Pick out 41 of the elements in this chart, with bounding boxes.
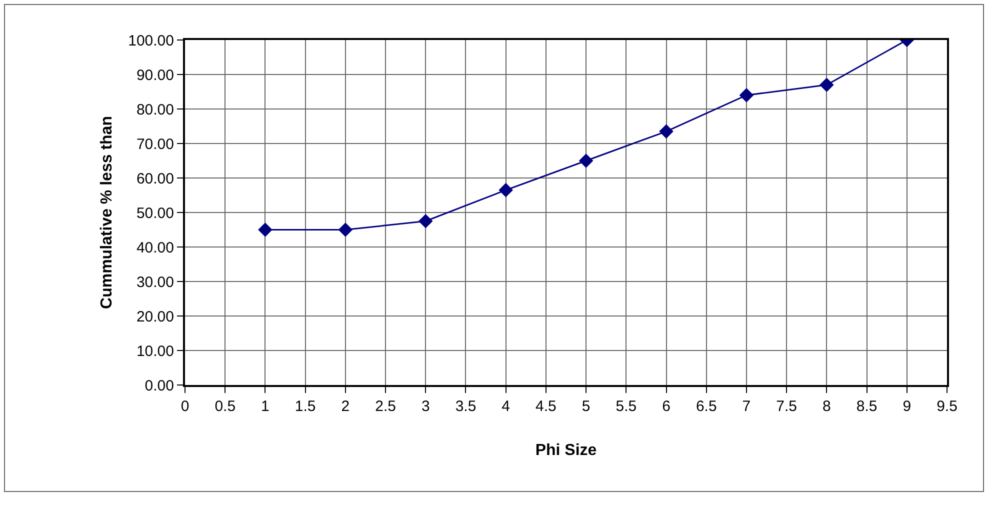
y-tick-label: 70.00 — [136, 136, 174, 153]
x-tick-label: 9.5 — [936, 398, 958, 415]
x-tick-label: 7 — [742, 398, 751, 415]
y-tick-label: 0.00 — [144, 377, 174, 394]
x-tick-label: 0.5 — [214, 398, 236, 415]
point — [338, 222, 353, 237]
x-tick-label: 6 — [662, 398, 670, 415]
y-tick-label: 80.00 — [136, 101, 174, 118]
y-tick-label: 30.00 — [136, 274, 174, 291]
x-tick-label: 0 — [180, 398, 190, 415]
point — [659, 124, 674, 139]
point — [820, 78, 834, 92]
x-tick-label: 4 — [502, 398, 510, 415]
x-tick-label: 5.5 — [616, 398, 637, 415]
x-tick-label: 1 — [261, 398, 270, 415]
y-tick-label: 40.00 — [136, 239, 174, 256]
x-tick-label: 8.5 — [856, 398, 878, 415]
y-tick-label: 20.00 — [136, 308, 174, 326]
x-tick-label: 5 — [582, 398, 590, 415]
point — [578, 154, 594, 168]
x-tick-label: 3.5 — [455, 398, 476, 415]
x-axis-title: Phi Size — [535, 442, 597, 460]
point — [418, 214, 433, 228]
x-tick-label: 9 — [902, 398, 912, 415]
point — [498, 182, 513, 198]
x-tick-label: 1.5 — [294, 398, 316, 415]
x-tick-label: 2 — [341, 398, 350, 415]
y-axis-title: Cummulative % less than — [98, 116, 116, 309]
x-tick-label: 7.5 — [776, 398, 798, 415]
y-tick-label: 100.00 — [128, 32, 174, 50]
y-tick-label: 50.00 — [136, 204, 174, 222]
x-tick-label: 4.5 — [536, 398, 556, 415]
x-tick-label: 8 — [822, 398, 831, 415]
x-tick-label: 6.5 — [696, 398, 717, 415]
x-tick-label: 3 — [421, 398, 430, 415]
y-tick-label: 60.00 — [136, 170, 174, 188]
y-tick-label: 90.00 — [136, 66, 174, 84]
point — [258, 222, 272, 237]
point — [739, 88, 754, 102]
x-tick-label: 2.5 — [375, 398, 396, 415]
y-tick-label: 10.00 — [136, 342, 174, 360]
